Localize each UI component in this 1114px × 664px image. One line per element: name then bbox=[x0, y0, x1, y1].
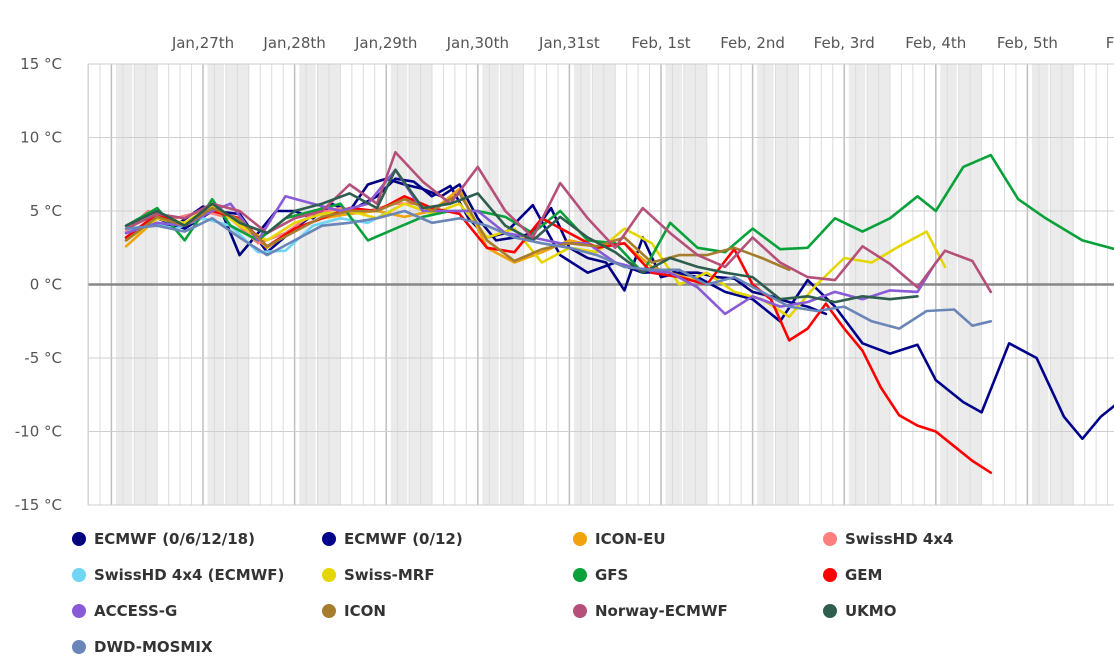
legend-item[interactable]: ICON bbox=[322, 602, 386, 620]
x-axis-labels: Jan,27th Jan,28th Jan,29th Jan,30th Jan,31st… bbox=[171, 34, 1114, 52]
x-tick-label: Feb bbox=[1106, 34, 1114, 52]
x-tick-label: Jan,30th bbox=[446, 34, 509, 52]
legend-marker bbox=[72, 640, 86, 654]
chart-legend: ECMWF (0/6/12/18) ECMWF (0/12) ICON-EU Swis… bbox=[0, 520, 1114, 664]
x-tick-label: Jan,27th bbox=[171, 34, 234, 52]
legend-item[interactable]: ECMWF (0/12) bbox=[322, 530, 463, 548]
y-tick-label: 0 °C bbox=[30, 276, 62, 294]
legend-item[interactable]: ACCESS-G bbox=[72, 602, 177, 620]
legend-marker bbox=[823, 532, 837, 546]
legend-label: ICON bbox=[344, 602, 386, 620]
legend-item[interactable]: SwissHD 4x4 (ECMWF) bbox=[72, 566, 284, 584]
y-tick-label: 5 °C bbox=[30, 202, 62, 220]
x-tick-label: Feb, 3rd bbox=[814, 34, 875, 52]
x-tick-label: Jan,29th bbox=[354, 34, 417, 52]
y-tick-label: -15 °C bbox=[15, 496, 62, 514]
legend-marker bbox=[823, 604, 837, 618]
y-tick-label: -10 °C bbox=[15, 423, 62, 441]
legend-marker bbox=[573, 532, 587, 546]
series-lines bbox=[124, 150, 1114, 475]
legend-marker bbox=[322, 604, 336, 618]
horizontal-gridlines bbox=[87, 63, 1114, 506]
series-line bbox=[124, 168, 919, 304]
x-tick-label: Feb, 1st bbox=[631, 34, 690, 52]
legend-item[interactable]: GFS bbox=[573, 566, 628, 584]
y-axis-labels: 15 °C 10 °C 5 °C 0 °C -5 °C -10 °C -15 °C bbox=[15, 55, 62, 514]
series-line bbox=[124, 209, 993, 330]
x-tick-label: Feb, 4th bbox=[905, 34, 966, 52]
y-tick-label: -5 °C bbox=[24, 349, 62, 367]
legend-marker bbox=[72, 568, 86, 582]
legend-item[interactable]: UKMO bbox=[823, 602, 896, 620]
legend-label: ACCESS-G bbox=[94, 602, 178, 620]
legend-marker bbox=[823, 568, 837, 582]
legend-label: SwissHD 4x4 (ECMWF) bbox=[94, 566, 285, 584]
legend-marker bbox=[573, 604, 587, 618]
legend-marker bbox=[72, 604, 86, 618]
series-line bbox=[124, 195, 993, 475]
legend-label: ECMWF (0/12) bbox=[344, 530, 463, 548]
legend-item[interactable]: GEM bbox=[823, 566, 883, 584]
series-line bbox=[124, 150, 993, 294]
legend-label: GEM bbox=[845, 566, 883, 584]
legend-item[interactable]: Norway-ECMWF bbox=[573, 602, 728, 620]
legend-label: DWD-MOSMIX bbox=[94, 638, 213, 656]
legend-marker bbox=[322, 532, 336, 546]
x-tick-label: Jan,28th bbox=[262, 34, 325, 52]
legend-item[interactable]: ECMWF (0/6/12/18) bbox=[72, 530, 255, 548]
y-tick-label: 15 °C bbox=[20, 55, 62, 73]
x-tick-label: Feb, 2nd bbox=[720, 34, 785, 52]
legend-item[interactable]: Swiss-MRF bbox=[322, 566, 435, 584]
legend-marker bbox=[573, 568, 587, 582]
temperature-chart: 15 °C 10 °C 5 °C 0 °C -5 °C -10 °C -15 °C Jan,… bbox=[15, 34, 1114, 514]
legend-item[interactable]: SwissHD 4x4 bbox=[823, 530, 953, 548]
legend-item[interactable]: ICON-EU bbox=[573, 530, 666, 548]
legend-label: GFS bbox=[595, 566, 629, 584]
legend-label: Norway-ECMWF bbox=[595, 602, 728, 620]
series-line bbox=[124, 202, 947, 319]
legend-label: SwissHD 4x4 bbox=[845, 530, 954, 548]
legend-label: ICON-EU bbox=[595, 530, 666, 548]
legend-label: ECMWF (0/6/12/18) bbox=[94, 530, 255, 548]
legend-marker bbox=[322, 568, 336, 582]
x-tick-label: Feb, 5th bbox=[997, 34, 1058, 52]
legend-marker bbox=[72, 532, 86, 546]
y-tick-label: 10 °C bbox=[20, 129, 62, 147]
legend-item[interactable]: DWD-MOSMIX bbox=[72, 638, 213, 656]
legend-label: UKMO bbox=[845, 602, 897, 620]
legend-label: Swiss-MRF bbox=[344, 566, 435, 584]
x-tick-label: Jan,31st bbox=[538, 34, 600, 52]
